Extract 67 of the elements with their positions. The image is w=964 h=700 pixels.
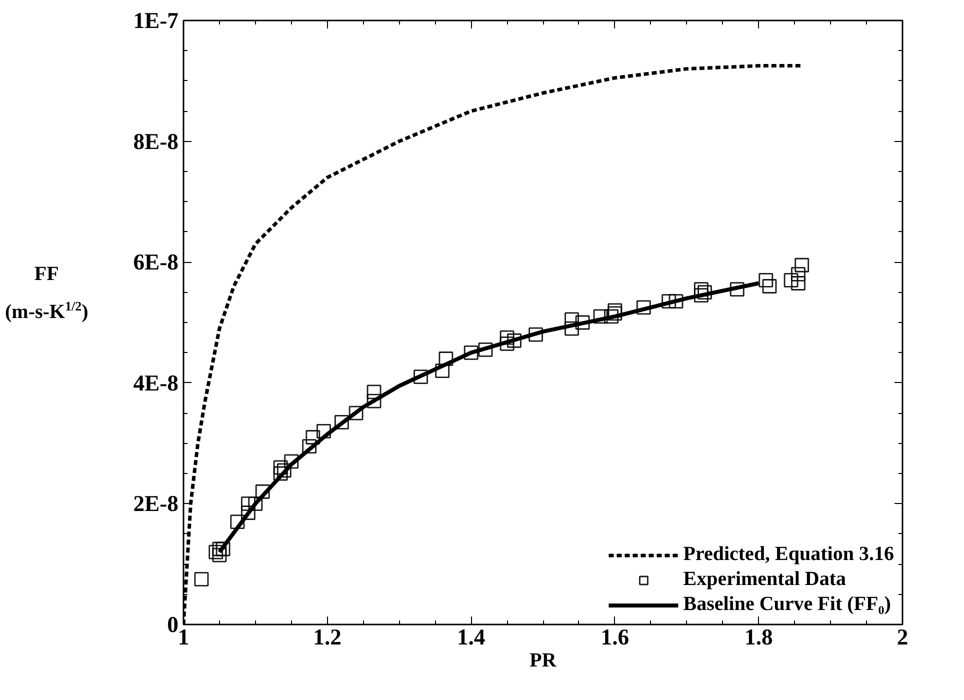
point [316, 424, 331, 438]
point [334, 414, 349, 430]
point [794, 258, 810, 272]
point [273, 460, 288, 475]
point [366, 394, 382, 408]
point [230, 514, 245, 530]
y-tick-label: 6E-8 [133, 250, 178, 275]
point [758, 273, 774, 288]
point [478, 342, 493, 357]
x-tick-label: 1.4 [456, 624, 486, 650]
point [212, 542, 227, 556]
point [414, 370, 428, 384]
y-tick-label: 0 [167, 612, 178, 637]
point [575, 315, 590, 330]
point [435, 364, 450, 378]
x-tick-label: 1.2 [313, 624, 342, 650]
point [784, 273, 798, 288]
point [698, 285, 712, 300]
point [464, 346, 478, 360]
point [302, 439, 317, 454]
point [564, 312, 579, 327]
point [662, 294, 676, 309]
point [255, 484, 270, 499]
point [216, 542, 230, 556]
y-tick-label: 1E-7 [133, 8, 178, 33]
point [762, 279, 777, 294]
x-axis-title: PR [530, 650, 557, 672]
point [241, 496, 256, 511]
point [500, 330, 514, 345]
point [564, 321, 579, 336]
y-axis-title: FF (m-s-K$^{1/2}$) [5, 262, 88, 325]
point [694, 282, 708, 296]
legend-label: Experimental Data [683, 568, 846, 591]
point [284, 454, 299, 469]
point [248, 496, 263, 511]
x-tick-label: 1 [178, 624, 190, 650]
legend-label: Predicted, Equation 3.16 [683, 543, 894, 566]
point [791, 266, 806, 282]
point [528, 327, 544, 342]
point [438, 352, 454, 366]
point [636, 300, 651, 315]
y-tick-label: 2E-8 [133, 491, 178, 516]
y-tick-label: 4E-8 [133, 370, 178, 396]
point [273, 466, 288, 481]
point [791, 276, 806, 290]
x-tick-label: 1.8 [744, 624, 773, 650]
point [241, 506, 256, 520]
point [608, 303, 622, 318]
point [500, 336, 514, 351]
x-tick-label: 2 [896, 624, 908, 650]
legend-label: Baseline Curve Fit (FF₀) [683, 593, 891, 616]
point [593, 309, 608, 324]
point [507, 333, 522, 348]
point [608, 306, 622, 321]
point [694, 288, 708, 303]
point [212, 548, 227, 562]
point [366, 384, 382, 400]
point [604, 309, 619, 324]
point [208, 544, 224, 560]
point [194, 572, 209, 586]
point [306, 430, 320, 444]
point [276, 463, 292, 478]
y-tick-label: 8E-8 [133, 128, 178, 154]
point [668, 294, 684, 309]
x-tick-label: 1.6 [600, 624, 630, 650]
point [730, 282, 744, 296]
point [348, 406, 364, 420]
